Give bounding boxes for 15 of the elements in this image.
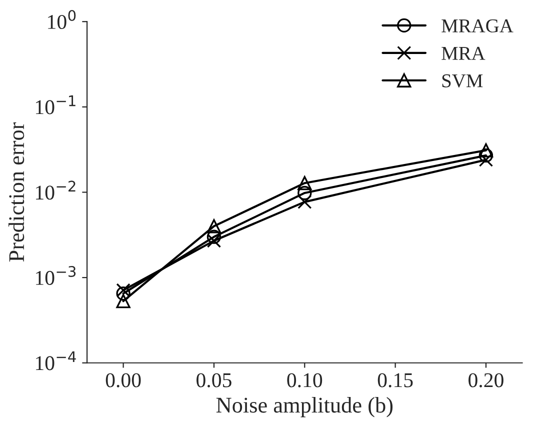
y-tick-label: 10$^{−4}$ bbox=[36, 351, 76, 370]
x-axis-title: Noise amplitude (b) bbox=[216, 397, 393, 418]
x-tick-label: 0.05 bbox=[196, 373, 232, 388]
legend-label: MRAGA bbox=[442, 19, 514, 32]
x-tick-label: 0.20 bbox=[468, 373, 504, 388]
x-tick-label: 0.10 bbox=[287, 373, 322, 388]
y-tick-label: 10$^{−3}$ bbox=[36, 266, 76, 285]
legend-label: SVM bbox=[442, 74, 483, 88]
x-tick-label: 0.15 bbox=[378, 373, 413, 388]
y-tick-label: 10$^{−2}$ bbox=[36, 180, 76, 200]
legend-label: MRA bbox=[442, 46, 486, 60]
y-axis-title: Prediction error bbox=[8, 122, 24, 262]
x-tick-label: 0.00 bbox=[106, 373, 141, 388]
y-tick-label: 10$^{0}$ bbox=[48, 10, 76, 30]
y-tick-label: 10$^{−1}$ bbox=[36, 95, 76, 114]
